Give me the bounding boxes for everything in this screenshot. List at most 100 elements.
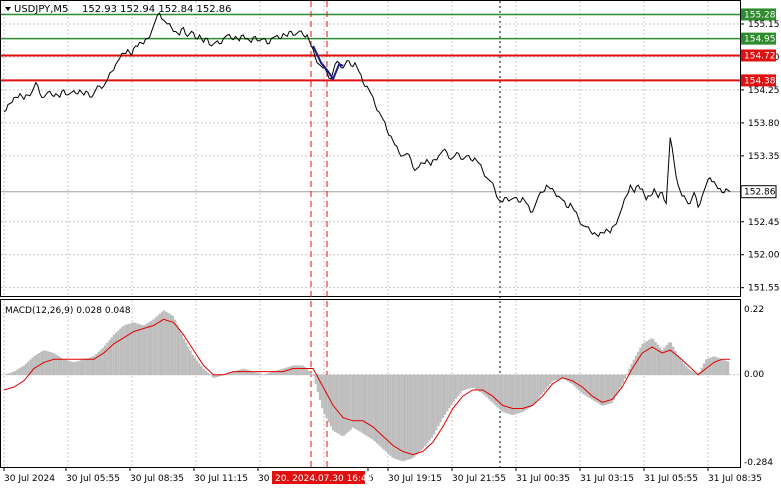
macd-bar (134, 322, 137, 376)
macd-bar (307, 370, 311, 376)
macd-bar (143, 324, 146, 376)
macd-bar (612, 374, 616, 400)
macd-bar (185, 342, 188, 376)
time-label: 30 Jul 2024 (4, 474, 55, 484)
macd-bar (112, 334, 115, 376)
grid (1, 1, 740, 467)
macd-bar (354, 374, 357, 429)
macd-bar (702, 363, 706, 376)
macd-bar (220, 374, 223, 376)
macd-bar (584, 374, 587, 396)
price-scale-label: 151.55 (748, 284, 780, 294)
macd-bar (176, 324, 179, 376)
macd-bar (349, 374, 352, 430)
time-axis[interactable]: 30 Jul 2024 30 Jul 05:55 30 Jul 08:35 30 Ju… (3, 467, 762, 484)
macd-bar (492, 374, 495, 404)
macd-scale-top: 0.22 (744, 305, 764, 315)
macd-bar (580, 374, 583, 393)
macd-bar (645, 341, 649, 376)
macd-bar (727, 361, 730, 376)
macd-bar (487, 374, 491, 400)
macd-bar (35, 354, 39, 376)
macd-bar (77, 360, 80, 376)
macd-bar (658, 347, 662, 376)
macd-bar (384, 374, 387, 452)
macd-bar (511, 374, 515, 416)
macd-bar (373, 374, 376, 442)
macd-bar (402, 374, 405, 462)
macd-bar (397, 374, 401, 461)
crosshair-time-label: 20. 2024.07.30 16:45 (275, 474, 373, 484)
macd-bar (450, 374, 453, 405)
macd-bar (637, 351, 640, 376)
macd-bar (90, 356, 93, 376)
macd-bar (689, 370, 692, 376)
macd-bar (290, 365, 293, 376)
macd-bar (562, 374, 565, 379)
macd-bar (27, 361, 30, 376)
macd-bar (569, 374, 572, 383)
macd-bar (619, 374, 622, 388)
macd-bar (345, 374, 348, 434)
macd-bar (476, 374, 480, 391)
macd-bar (378, 374, 381, 446)
macd-bar (713, 356, 717, 376)
macd-bar (720, 359, 723, 376)
macd-bar (610, 374, 613, 404)
symbol-dropdown-icon[interactable] (5, 7, 11, 11)
macd-bar (101, 347, 104, 376)
macd-bar (191, 354, 194, 376)
macd-bar (204, 370, 208, 376)
macd-bar (31, 357, 34, 376)
ohlc-values: 152.93 152.94 152.84 152.86 (82, 4, 232, 15)
price-path (3, 12, 731, 238)
macd-bar (490, 374, 493, 402)
macd-bar (66, 360, 69, 376)
macd-bar (371, 374, 374, 440)
macd-bar (325, 374, 328, 419)
level-tag-label: 154.72 (744, 51, 776, 61)
macd-bar (395, 374, 398, 460)
macd-bar (639, 347, 642, 376)
macd-bar (691, 371, 695, 376)
macd-bar (601, 374, 605, 406)
macd-bar (459, 374, 462, 394)
macd-bar (209, 374, 212, 376)
macd-bar (193, 357, 197, 376)
macd-bar (621, 374, 624, 384)
macd-bar (3, 374, 6, 376)
macd-bar (716, 357, 719, 376)
macd-bar (588, 374, 591, 399)
macd-bar (84, 358, 87, 376)
macd-bar (669, 342, 673, 376)
macd-bar (257, 373, 260, 376)
macd-bar (75, 361, 78, 376)
macd-bar (106, 342, 109, 376)
macd-bar (577, 374, 581, 391)
macd-bar (147, 322, 151, 376)
macd-bar (321, 374, 324, 409)
macd-bar (310, 372, 313, 376)
macd-bar (573, 374, 576, 387)
macd-bar (158, 313, 161, 376)
macd-bar (680, 360, 684, 376)
macd-bar (705, 359, 708, 376)
macd-bar (196, 360, 199, 376)
macd-bar (426, 374, 429, 444)
macd-bar (46, 351, 50, 376)
macd-scale-bottom: -0.284 (744, 458, 773, 468)
macd-bar (551, 374, 554, 382)
macd-bar (408, 374, 412, 460)
time-label: 31 Jul 00:35 (516, 474, 570, 484)
macd-bar (593, 374, 596, 401)
macd-bar (264, 374, 267, 376)
macd-bar (244, 369, 247, 376)
macd-bar (286, 367, 289, 376)
macd-bar (338, 374, 341, 435)
current-price-label: 152.86 (744, 188, 776, 198)
macd-bar (472, 374, 475, 388)
macd-bar (389, 374, 392, 456)
macd-bar (323, 374, 326, 415)
